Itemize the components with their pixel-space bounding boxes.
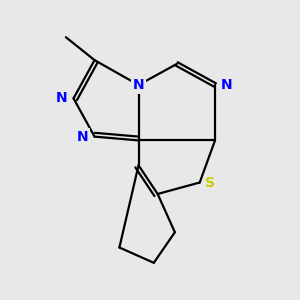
Text: N: N: [133, 78, 144, 92]
Text: N: N: [77, 130, 89, 144]
Text: N: N: [56, 92, 68, 105]
Text: N: N: [221, 78, 232, 92]
Text: S: S: [206, 176, 215, 190]
